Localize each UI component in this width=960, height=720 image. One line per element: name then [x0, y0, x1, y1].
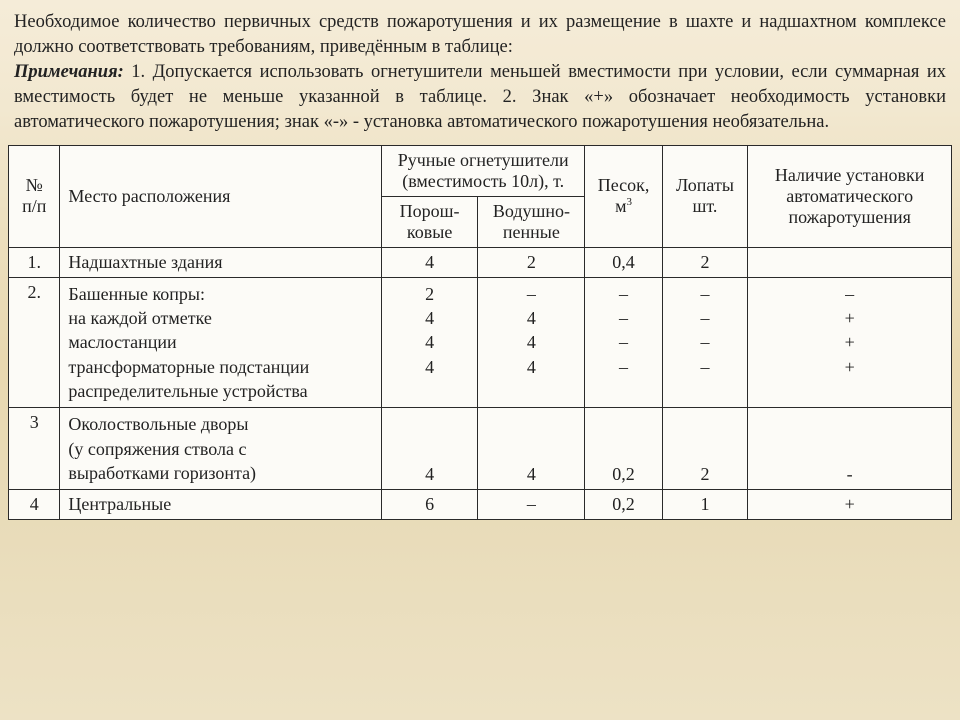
header-extinguishers: Ручные огнетушители (вместимость 10л), т… — [381, 145, 585, 196]
cell-num: 2. — [9, 277, 60, 407]
cell-shovels: 2 — [662, 247, 748, 277]
cell-location: Башенные копры:на каждой отметкемаслоста… — [60, 277, 381, 407]
header-location: Место расположения — [60, 145, 381, 247]
cell-foam: 4 — [478, 408, 585, 490]
table-row: 4 Центральные 6 – 0,2 1 + — [9, 490, 952, 520]
cell-auto: - — [748, 408, 952, 490]
cell-num: 4 — [9, 490, 60, 520]
notes-label: Примечания: — [14, 62, 124, 82]
cell-location: Надшахтные здания — [60, 247, 381, 277]
cell-location: Центральные — [60, 490, 381, 520]
cell-location: Околоствольные дворы(у сопряжения ствола… — [60, 408, 381, 490]
header-sand: Песок, м3 — [585, 145, 662, 247]
header-shovels: Лопаты шт. — [662, 145, 748, 247]
header-powder: Порош-ковые — [381, 196, 477, 247]
cell-powder: 4 — [381, 247, 477, 277]
cell-shovels: 2 — [662, 408, 748, 490]
header-foam: Водушно-пенные — [478, 196, 585, 247]
cell-auto: + — [748, 490, 952, 520]
cell-shovels: 1 — [662, 490, 748, 520]
cell-shovels: –––– — [662, 277, 748, 407]
cell-sand: 0,2 — [585, 408, 662, 490]
cell-powder: 6 — [381, 490, 477, 520]
table-row: 1. Надшахтные здания 4 2 0,4 2 — [9, 247, 952, 277]
notes-text: 1. Допускается использовать огнетушители… — [14, 62, 946, 132]
cell-foam: 2 — [478, 247, 585, 277]
table-body: 1. Надшахтные здания 4 2 0,4 2 2. Башенн… — [9, 247, 952, 519]
cell-foam: –444 — [478, 277, 585, 407]
cell-num: 3 — [9, 408, 60, 490]
cell-sand: –––– — [585, 277, 662, 407]
cell-powder: 4 — [381, 408, 477, 490]
intro-block: Необходимое количество первичных средств… — [0, 0, 960, 141]
table-row: 2. Башенные копры:на каждой отметкемасло… — [9, 277, 952, 407]
header-auto: Наличие установки автоматического пожаро… — [748, 145, 952, 247]
cell-auto — [748, 247, 952, 277]
fire-equipment-table: № п/п Место расположения Ручные огнетуши… — [8, 145, 952, 520]
cell-sand: 0,4 — [585, 247, 662, 277]
cell-num: 1. — [9, 247, 60, 277]
intro-text: Необходимое количество первичных средств… — [14, 12, 946, 57]
cell-sand: 0,2 — [585, 490, 662, 520]
cell-foam: – — [478, 490, 585, 520]
cell-auto: –+++ — [748, 277, 952, 407]
table-row: 3 Околоствольные дворы(у сопряжения ство… — [9, 408, 952, 490]
header-num: № п/п — [9, 145, 60, 247]
cell-powder: 2444 — [381, 277, 477, 407]
